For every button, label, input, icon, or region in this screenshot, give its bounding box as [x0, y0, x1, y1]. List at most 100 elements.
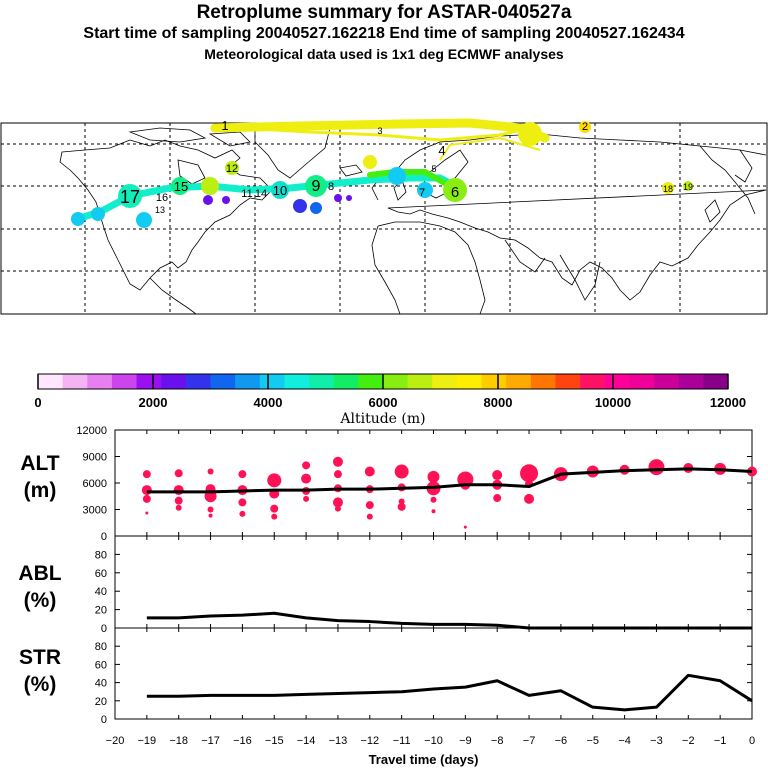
xtick-label-20: 0	[749, 735, 755, 747]
plume-blob-low-3	[203, 195, 213, 205]
map-label-day-11: 11	[241, 188, 252, 200]
plume-track-branch	[367, 169, 453, 189]
xtick-label-0: −20	[106, 735, 125, 747]
ytick-label-str-20: 20	[95, 696, 107, 708]
xtick-label-12: −8	[491, 735, 504, 747]
map-label-day-3: 3	[377, 126, 382, 136]
map-label-day-4: 4	[438, 143, 445, 158]
xtick-label-13: −7	[523, 735, 536, 747]
coast-hudson-bay	[177, 159, 206, 185]
alt-scatter-point-28	[332, 497, 343, 508]
alt-scatter-point-1	[141, 485, 152, 496]
ytick-label-alt-9000: 9000	[83, 452, 107, 464]
coast-northeast-asia	[699, 145, 756, 215]
panel-label-abl: ABL	[18, 562, 61, 585]
map-label-day-6: 6	[451, 184, 459, 201]
alt-scatter-point-12	[208, 513, 213, 518]
ytick-label-str-40: 40	[95, 678, 107, 690]
alt-scatter-point-19	[270, 504, 279, 513]
colorbar-swatch-0	[38, 374, 64, 389]
map-label-day-1: 1	[221, 118, 228, 133]
plume-blob-mid	[305, 175, 327, 197]
series-line-abl	[146, 611, 752, 630]
coast-scandinavia	[419, 149, 469, 199]
xtick-label-6: −14	[297, 735, 316, 747]
plume-blob-east	[443, 178, 467, 202]
alt-scatter-point-15	[238, 498, 247, 507]
colorbar-swatch-24	[629, 374, 655, 389]
ytick-label-str-80: 80	[95, 641, 107, 653]
colorbar-swatch-12	[333, 374, 359, 389]
alt-scatter-point-11	[207, 506, 214, 513]
colorbar-swatch-13	[358, 374, 384, 389]
alt-scatter-point-47	[493, 494, 502, 503]
plume-blob-low-5	[334, 194, 342, 202]
plume-blob-north	[518, 122, 542, 146]
alt-scatter-point-5	[173, 485, 184, 496]
alt-scatter-point-34	[394, 464, 409, 479]
ytick-label-abl-0: 0	[101, 623, 107, 635]
panel-unit-alt: (m)	[24, 479, 57, 502]
alt-scatter-point-0	[142, 470, 151, 479]
alt-scatter-point-45	[492, 470, 503, 481]
plume-track-arc	[439, 136, 541, 161]
alt-scatter-point-21	[302, 461, 311, 470]
xtick-label-2: −18	[169, 735, 188, 747]
colorbar-swatch-11	[309, 374, 335, 389]
alt-scatter-point-33	[366, 513, 373, 520]
plume-blob-southwest	[71, 212, 85, 226]
colorbar-swatch-19	[506, 374, 532, 389]
alt-scatter-point-44	[463, 525, 467, 529]
panel-abl: 0 20 40 60 80 ABL (%)	[18, 535, 753, 635]
xtick-label-18: −2	[682, 735, 695, 747]
alt-scatter-point-24	[303, 495, 310, 502]
colorbar-tick-6000: 6000	[369, 395, 398, 410]
ytick-label-alt-0: 0	[101, 531, 107, 543]
plume-blob-far-east-2	[683, 181, 693, 191]
alt-scatter-point-17	[267, 473, 282, 488]
plume-blob-southwest-3	[136, 212, 152, 228]
alt-scatter-point-29	[334, 505, 341, 512]
ytick-label-abl-40: 40	[95, 586, 107, 598]
plume-blob-canada-2	[171, 177, 189, 195]
xtick-label-16: −4	[618, 735, 631, 747]
alt-scatter-point-40	[430, 496, 437, 503]
main-title: Retroplume summary for ASTAR-040527a	[196, 2, 572, 23]
map-label-day-14: 14	[255, 188, 267, 200]
xtick-label-10: −10	[424, 735, 443, 747]
colorbar-label: Altitude (m)	[339, 411, 425, 427]
colorbar-swatch-23	[604, 374, 630, 389]
xtick-label-11: −9	[459, 735, 472, 747]
alt-scatter-point-26	[333, 470, 342, 479]
colorbar-swatch-14	[383, 374, 409, 389]
alt-scatter-point-36	[398, 498, 405, 505]
plume-blob-center	[271, 181, 289, 199]
ytick-label-abl-60: 60	[95, 568, 107, 580]
series-line-alt	[146, 467, 753, 494]
xtick-label-7: −13	[329, 735, 348, 747]
alt-scatter-point-13	[238, 470, 247, 479]
series-line-str	[146, 673, 753, 712]
alt-scatter-point-54	[648, 459, 665, 476]
coast-arabia-india	[504, 239, 601, 301]
plume-blob-north-tip	[579, 121, 591, 133]
ytick-label-alt-3000: 3000	[83, 505, 107, 517]
colorbar-swatch-4	[136, 374, 162, 389]
plume-tracks	[71, 118, 693, 228]
colorbar-swatch-2	[87, 374, 113, 389]
plume-blob-low-2	[310, 202, 322, 214]
colorbar-tick-10000: 10000	[595, 395, 631, 410]
xtick-label-1: −19	[138, 735, 157, 747]
plume-blob-west	[118, 184, 142, 208]
map-label-day-9: 9	[312, 178, 321, 195]
plume-blob-iceland	[388, 167, 406, 185]
colorbar-tick-8000: 8000	[484, 395, 513, 410]
alt-scatter-point-48	[520, 464, 539, 483]
colorbar-swatch-18	[481, 374, 507, 389]
colorbar-swatch-21	[555, 374, 581, 389]
ytick-label-abl-20: 20	[95, 605, 107, 617]
panel-alt: 0 3000 6000 9000 12000 ALT (m)	[20, 425, 757, 543]
